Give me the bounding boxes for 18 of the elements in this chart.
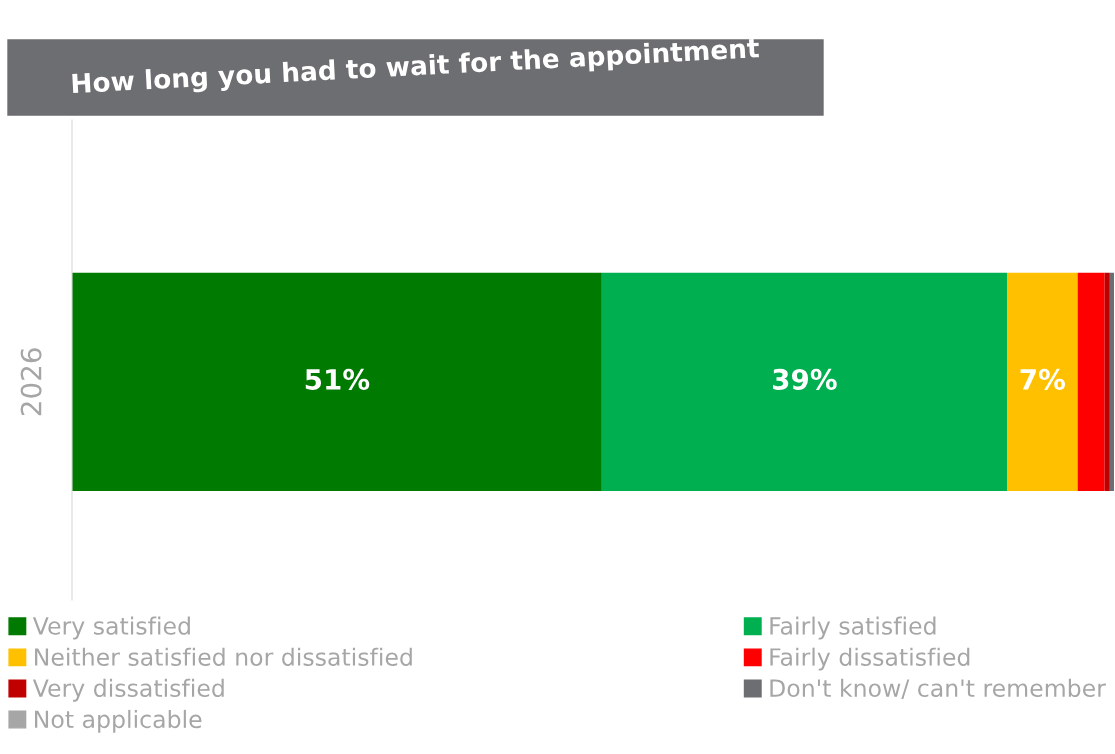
legend-label: Fairly dissatisfied xyxy=(770,647,970,671)
legend-label: Very dissatisfied xyxy=(32,678,224,702)
legend-label: Not applicable xyxy=(35,709,202,733)
data-label: 7% xyxy=(1020,368,1066,390)
bar xyxy=(72,272,602,491)
y-tick-label: 2026 xyxy=(20,348,42,416)
bar xyxy=(1104,272,1110,491)
bar xyxy=(1077,272,1105,491)
legend-label: Fairly satisfied xyxy=(770,616,936,640)
bar xyxy=(1109,272,1114,491)
chart-title: How long you had to wait for the appointment xyxy=(72,37,760,99)
bar xyxy=(1007,272,1078,491)
legend-label: Very satisfied xyxy=(32,616,190,640)
bar xyxy=(601,272,1007,491)
data-label: 51% xyxy=(305,368,370,390)
data-label: 39% xyxy=(773,368,837,390)
legend-label: Neither satisfied nor dissatisfied xyxy=(35,647,412,666)
legend-label: Don't know/ can't remember xyxy=(770,678,1106,699)
